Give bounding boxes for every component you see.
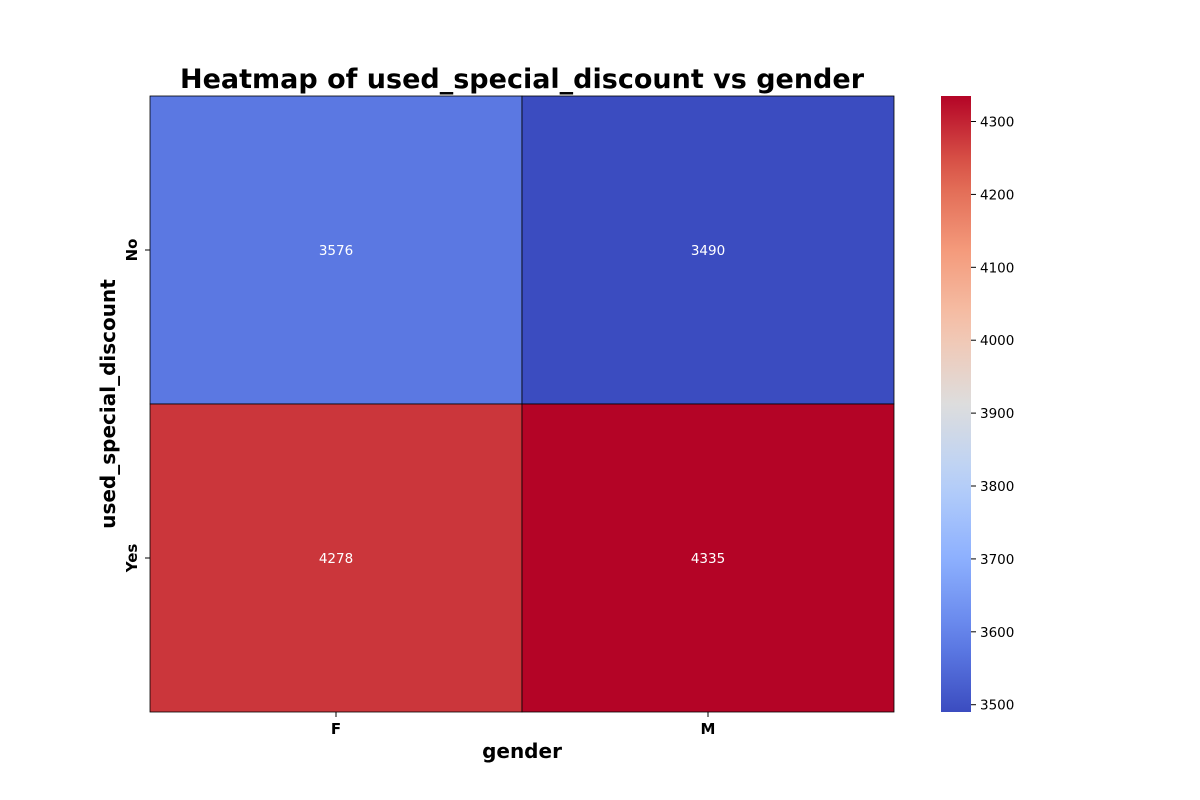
x-tick-label: M [701, 720, 716, 738]
cell-value-label: 3490 [691, 243, 725, 259]
cell-value-label: 4278 [319, 551, 353, 567]
colorbar-tick-label: 3600 [980, 625, 1014, 641]
colorbar-gradient [941, 96, 971, 712]
colorbar-tick-label: 4100 [980, 260, 1014, 276]
y-tick-label: No [123, 239, 141, 262]
heatmap-cell [521, 403, 895, 713]
heatmap-cell [521, 95, 895, 405]
colorbar-tick-label: 4000 [980, 333, 1014, 349]
heatmap-cell [149, 403, 523, 713]
y-axis-label: used_special_discount [96, 279, 120, 529]
colorbar-tick-label: 3500 [980, 698, 1014, 714]
x-axis-label: gender [482, 739, 562, 763]
cell-value-label: 3576 [319, 243, 353, 259]
colorbar: 3500 3600 3700 3800 3900 4000 4100 4200 4300 [941, 96, 1014, 714]
colorbar-tick-label: 4200 [980, 187, 1014, 203]
colorbar-tick-label: 4300 [980, 115, 1014, 131]
colorbar-tick-label: 3900 [980, 406, 1014, 422]
y-axis: No Yes [123, 239, 150, 574]
colorbar-tick-label: 3800 [980, 479, 1014, 495]
chart-title: Heatmap of used_special_discount vs gend… [180, 64, 865, 95]
y-tick-label: Yes [123, 544, 141, 574]
x-tick-label: F [331, 720, 341, 738]
cell-value-label: 4335 [691, 551, 725, 567]
heatmap-cell [149, 95, 523, 405]
colorbar-tick-label: 3700 [980, 552, 1014, 568]
heatmap-plot-area: 3576 3490 4278 4335 [149, 95, 895, 713]
